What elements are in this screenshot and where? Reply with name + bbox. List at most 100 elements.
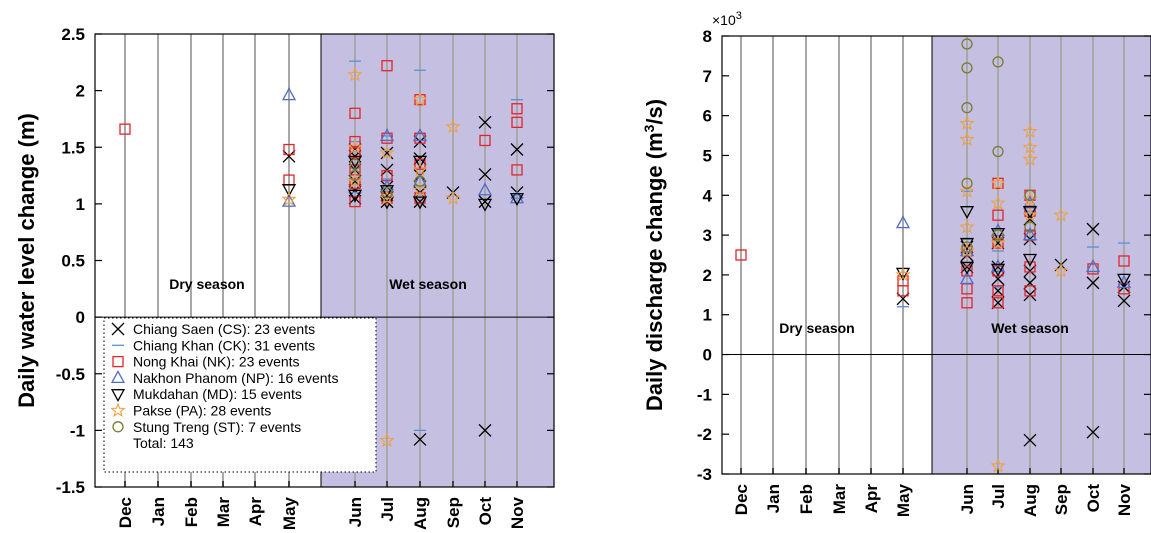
data-point-triangle-down [1022,206,1038,220]
data-point-star [1053,207,1069,222]
y-tick-label: -3 [697,465,712,484]
data-point-triangle-up [959,243,975,257]
data-point-star [347,139,363,154]
y-tick-label: -2 [697,425,712,444]
data-point-square [349,135,361,148]
data-point-triangle-down [477,198,493,212]
data-point-star [990,235,1006,250]
data-point-star [379,432,395,447]
y-tick-label: 1 [76,195,85,214]
data-point-triangle-down [990,263,1006,277]
data-point-circle [992,56,1004,68]
data-point-x [1117,294,1131,308]
x-tick-label: May [894,483,913,517]
data-point-star [959,131,975,147]
data-point-x [1086,425,1100,439]
y-axis-title-sup: 3 [641,124,657,132]
data-point-triangle-down [347,155,363,169]
x-tick-label: Sep [444,497,463,528]
data-point-triangle-up [1116,275,1132,289]
data-point-triangle-down [412,196,428,210]
data-point-star [379,144,395,160]
data-point-star [347,66,363,82]
data-point-triangle-up [110,370,126,384]
data-point-circle [961,241,973,253]
x-tick-label: Oct [476,497,495,526]
y-tick-label: 1 [703,306,712,325]
data-point-square [961,297,973,309]
data-point-circle [961,102,973,114]
data-point-square [897,275,909,287]
series-star [281,66,461,447]
data-point-triangle-down [1022,253,1038,267]
y-tick-label: -1.5 [56,478,85,497]
legend-entry: Mukdahan (MD): 15 events [133,386,302,402]
y-tick-label: 3 [703,226,712,245]
x-tick-label: Oct [1084,484,1103,513]
data-point-triangle-down [110,389,126,403]
data-point-triangle-down [412,155,428,169]
y-tick-label: 5 [703,146,712,165]
data-point-circle [112,421,124,433]
water-level-chart: -1.5 -1 -0.5 0 0.5 1 1.5 2 2.5 Dec Jan Feb Mar Apr May… [14,25,555,530]
data-point-x [510,143,524,156]
data-point-star [990,457,1006,473]
data-point-triangle-up [412,128,428,142]
data-point-triangle-up [959,271,975,285]
data-point-triangle-up [379,128,395,142]
x-tick-label: Mar [830,484,849,515]
data-point-circle [961,177,973,189]
data-point-x [896,292,910,306]
data-point-circle [961,38,973,50]
x-tick-label: Mar [214,497,233,528]
data-point-star [445,118,461,134]
series-circle [961,38,1036,253]
data-point-x [111,322,125,336]
data-point-x [478,167,492,181]
data-point-x [348,163,362,177]
data-point-star [1022,139,1038,154]
data-point-square [414,158,426,170]
data-point-square [349,195,361,208]
data-point-x [282,149,296,163]
data-point-star [990,195,1006,210]
data-point-circle [381,186,393,199]
x-tick-label: Jan [764,484,783,513]
data-point-x [1086,276,1100,290]
legend-box [103,317,377,473]
data-point-star [959,219,975,234]
y-axis-title: Daily discharge change (m3/s) [641,99,667,411]
y-tick-label: 1.5 [61,138,85,157]
data-point-square [1024,261,1036,273]
axis-exponent-label: ×103 [712,10,742,28]
data-point-square [349,147,361,159]
data-point-x [1086,222,1100,236]
exponent-sup: 3 [736,10,742,22]
x-tick-label: Apr [862,484,881,514]
x-tick-label: Dec [116,497,135,528]
data-point-star [1053,262,1069,278]
data-point-square [1118,283,1130,295]
data-point-square [992,285,1004,297]
wet-season-label: Wet season [389,276,467,292]
data-point-star [990,175,1006,190]
data-point-x [478,195,492,209]
data-point-square [349,177,361,190]
data-point-star [1022,207,1038,222]
data-point-triangle-down [959,206,975,220]
y-tick-label: 2 [703,266,712,285]
data-point-triangle-up [1022,227,1038,241]
data-point-square [112,355,124,368]
y-axis-title-tail: /s) [642,99,667,125]
data-point-circle [992,229,1004,241]
y-tick-label: -1 [697,385,712,404]
exponent-base: ×10 [712,12,736,28]
x-tick-label: Jun [958,484,977,514]
data-point-star [110,402,126,418]
y-tick-label: 6 [703,107,712,126]
data-point-x [413,432,427,446]
data-point-square [511,103,523,115]
data-point-triangle-down [959,237,975,251]
data-point-square [511,116,523,128]
